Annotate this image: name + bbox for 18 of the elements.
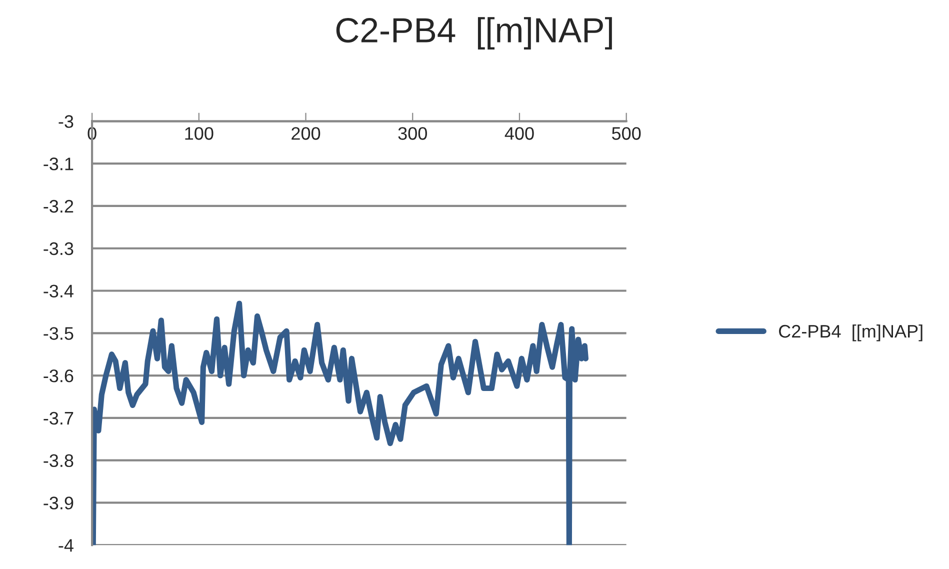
y-tick-label: -3.5 — [44, 327, 74, 340]
y-tick-label: -3.8 — [44, 454, 74, 468]
y-tick-label: -3.4 — [44, 284, 74, 298]
y-tick-label: -3.6 — [44, 369, 74, 382]
y-tick-label: -3.1 — [44, 158, 74, 170]
y-tick-label: -3.7 — [44, 412, 74, 425]
y-tick-label: -4 — [58, 539, 74, 552]
y-tick-label: -3 — [58, 115, 74, 128]
y-tick-label: -3.2 — [44, 200, 74, 213]
x-tick-label: 500 — [612, 127, 641, 140]
chart-title: C2-PB4 [[m]NAP] — [336, 17, 612, 50]
x-tick-label: 400 — [504, 127, 534, 140]
x-tick-label: 300 — [398, 127, 427, 140]
y-tick-label: -3.3 — [44, 242, 74, 256]
y-tick-label: -3.9 — [44, 496, 74, 510]
legend-label: C2-PB4 [[m]NAP] — [779, 324, 922, 342]
x-tick-label: 200 — [292, 127, 320, 140]
x-tick-label: 100 — [185, 127, 214, 140]
